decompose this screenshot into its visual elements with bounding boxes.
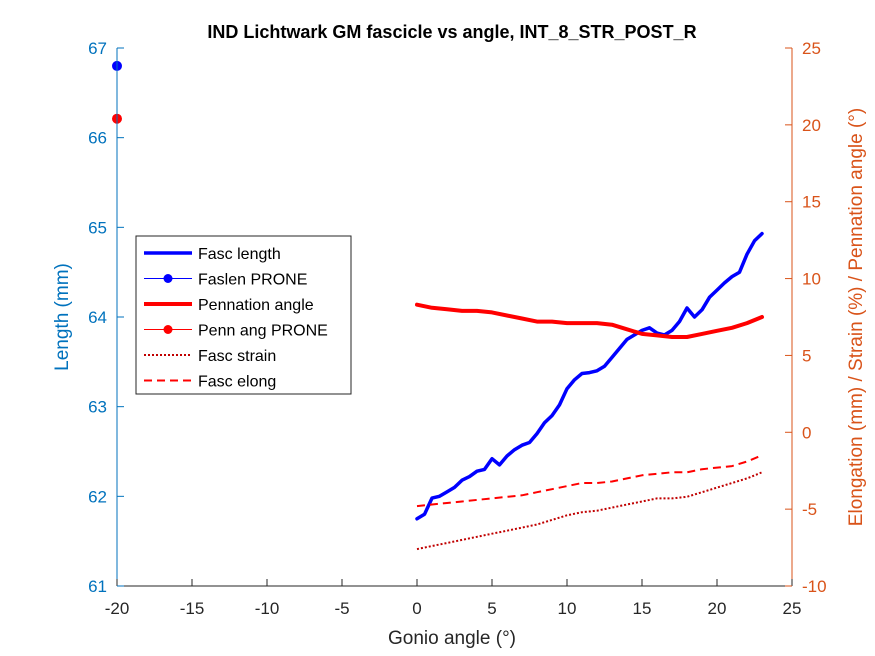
x-tick-label: 0 bbox=[412, 599, 421, 618]
x-tick-label: 5 bbox=[487, 599, 496, 618]
x-tick-label: -10 bbox=[255, 599, 280, 618]
legend-label-pennation-angle: Pennation angle bbox=[198, 297, 314, 314]
legend-label-faslen-prone: Faslen PRONE bbox=[198, 272, 307, 289]
y-left-tick-label: 62 bbox=[88, 487, 107, 506]
series-line-fasc-strain bbox=[416, 471, 763, 551]
y-axis-left-label: Length (mm) bbox=[52, 263, 73, 371]
x-tick-label: 25 bbox=[783, 599, 802, 618]
x-tick-label: 15 bbox=[633, 599, 652, 618]
x-tick-label: -5 bbox=[334, 599, 349, 618]
series-line-fasc-length bbox=[415, 231, 764, 521]
x-tick-label: -15 bbox=[180, 599, 205, 618]
legend-box bbox=[135, 235, 352, 395]
x-tick-label: 20 bbox=[708, 599, 727, 618]
series-line-pennation-angle bbox=[415, 302, 764, 339]
y-left-tick-label: 63 bbox=[88, 398, 107, 417]
y-right-tick-label: 20 bbox=[802, 116, 821, 135]
y-right-tick-label: 15 bbox=[802, 193, 821, 212]
legend: Fasc length Faslen PRONE Pennation angle Pe… bbox=[135, 235, 352, 395]
x-tick-label: 10 bbox=[558, 599, 577, 618]
series-line-fasc-elong bbox=[416, 454, 763, 508]
y-right-tick-label: -5 bbox=[802, 500, 817, 519]
y-right-tick-label: 0 bbox=[802, 423, 811, 442]
y-right-tick-label: 5 bbox=[802, 346, 811, 365]
x-tick-label: -20 bbox=[105, 599, 130, 618]
chart-title: IND Lichtwark GM fascicle vs angle, INT_… bbox=[207, 22, 696, 42]
legend-label-fasc-elong: Fasc elong bbox=[198, 374, 276, 391]
legend-marker-penn-ang-prone bbox=[163, 325, 173, 334]
y-left-tick-label: 64 bbox=[88, 308, 107, 327]
y-left-tick-label: 67 bbox=[88, 39, 107, 58]
legend-label-fasc-length: Fasc length bbox=[198, 246, 281, 263]
y-left-tick-label: 66 bbox=[88, 129, 107, 148]
y-right-tick-label: 25 bbox=[802, 39, 821, 58]
y-left-tick-label: 65 bbox=[88, 218, 107, 237]
legend-marker-faslen-prone bbox=[163, 274, 173, 283]
legend-label-penn-ang-prone: Penn ang PRONE bbox=[198, 323, 328, 340]
y-right-tick-label: -10 bbox=[802, 577, 827, 596]
y-left-tick-label: 61 bbox=[88, 577, 107, 596]
x-axis-label: Gonio angle (°) bbox=[388, 628, 516, 649]
y-axis-right-label: Elongation (mm) / Strain (%) / Pennation… bbox=[846, 108, 867, 526]
y-right-tick-label: 10 bbox=[802, 270, 821, 289]
legend-label-fasc-strain: Fasc strain bbox=[198, 348, 276, 365]
